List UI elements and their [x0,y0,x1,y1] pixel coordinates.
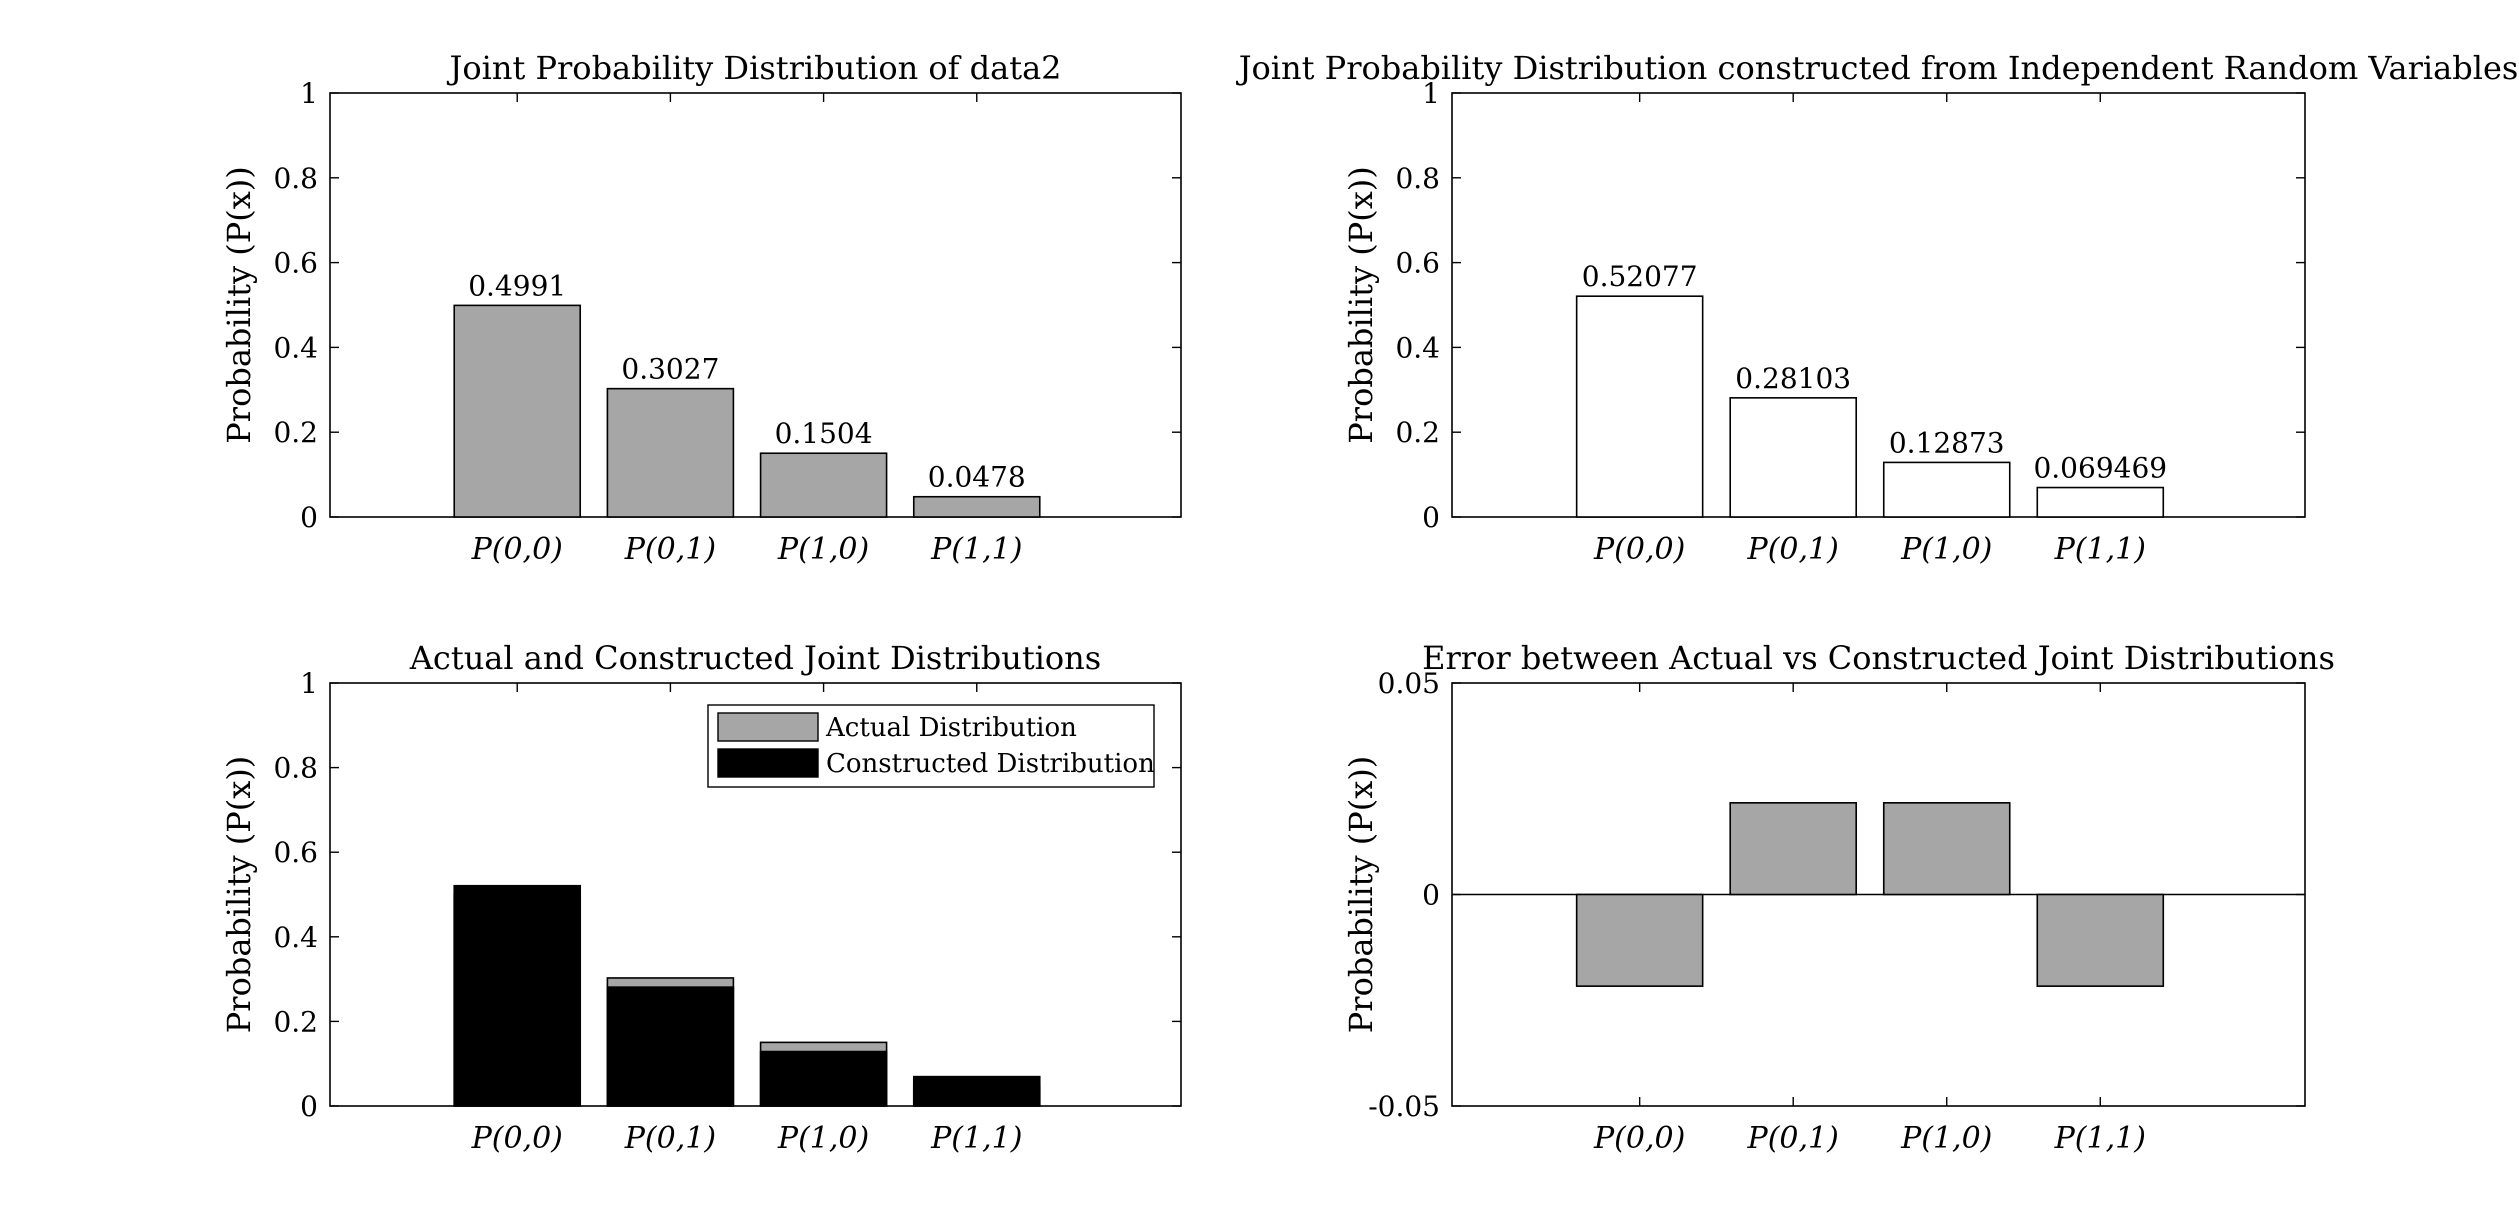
bar [1729,802,1857,896]
bar [2036,893,2165,987]
chart-title: Error between Actual vs Constructed Join… [1422,639,2335,677]
x-tick-label: P(0,0) [471,532,563,567]
legend-label: Actual Distribution [825,713,1077,743]
bar-constructed-distribution [759,1050,888,1107]
data-label: 0.12873 [1889,426,2005,459]
bar-constructed-distribution [606,986,735,1107]
data-label: 0.4991 [468,269,566,302]
data-label: 0.3027 [621,353,719,386]
y-tick-label: 0.8 [1395,162,1440,195]
y-tick-label: 1 [300,77,318,110]
y-tick-label: 1 [1422,77,1440,110]
bar [912,495,1041,518]
x-tick-label: P(1,0) [777,532,869,567]
x-tick-label: P(1,1) [2054,1121,2146,1156]
y-tick-label: 0.6 [273,247,318,280]
y-tick-label: 0.8 [273,752,318,785]
legend-swatch [717,748,819,778]
x-tick-label: P(1,1) [930,532,1022,567]
chart-title: Actual and Constructed Joint Distributio… [409,639,1101,677]
bar-constructed-distribution [453,884,582,1107]
y-tick-label: 0.05 [1378,667,1440,700]
x-tick-label: P(1,0) [777,1121,869,1156]
y-tick-label: 0.2 [273,1005,318,1038]
x-tick-label: P(0,1) [624,1121,716,1156]
data-label: 0.52077 [1582,260,1698,293]
chart-actual-vs-constructed: Actual and Constructed Joint Distributio… [220,639,1182,1156]
y-tick-label: 0.4 [273,921,318,954]
x-tick-label: P(1,1) [2054,532,2146,567]
bar [453,304,582,518]
y-tick-label: 0.6 [273,836,318,869]
y-tick-label: 0.8 [273,162,318,195]
data-label: 0.1504 [775,417,873,450]
y-tick-label: 0.6 [1395,247,1440,280]
bar [606,387,735,518]
data-label: 0.069469 [2033,452,2167,485]
chart-joint-distribution-independent: Joint Probability Distribution construct… [1236,49,2519,567]
y-tick-label: 1 [300,667,318,700]
data-label: 0.0478 [928,461,1026,494]
x-tick-label: P(0,1) [1747,1121,1839,1156]
x-tick-label: P(1,0) [1900,532,1992,567]
data-label: 0.28103 [1735,362,1851,395]
x-tick-label: P(0,1) [1747,532,1839,567]
chart-title: Joint Probability Distribution construct… [1236,49,2519,87]
legend: Actual Distribution Constructed Distribut… [707,704,1155,788]
x-tick-label: P(1,1) [930,1121,1022,1156]
bar [1575,295,1704,518]
bar [1729,397,1857,518]
chart-error-actual-vs-constructed: Error between Actual vs Constructed Join… [1342,639,2335,1156]
y-tick-label: 0 [300,1090,318,1123]
y-axis-label: Probability (P(x)) [1342,756,1380,1033]
x-tick-label: P(0,0) [471,1121,563,1156]
legend-label: Constructed Distribution [826,749,1155,779]
y-tick-label: 0.2 [273,416,318,449]
chart-title: Joint Probability Distribution of data2 [447,49,1062,87]
bar [1882,802,2011,896]
y-tick-label: 0 [300,501,318,534]
x-tick-label: P(0,0) [1593,1121,1685,1156]
y-axis-label: Probability (P(x)) [220,756,258,1033]
bar [2036,486,2165,518]
y-tick-label: 0.2 [1395,416,1440,449]
y-tick-label: 0 [1422,879,1440,912]
y-tick-label: 0.4 [273,331,318,364]
y-tick-label: -0.05 [1368,1090,1440,1123]
y-tick-label: 0 [1422,501,1440,534]
y-axis-label: Probability (P(x)) [220,166,258,443]
y-tick-label: 0.4 [1395,331,1440,364]
bar [759,452,888,518]
x-tick-label: P(0,0) [1593,532,1685,567]
bar [1882,461,2011,518]
bar [1575,893,1704,987]
x-tick-label: P(1,0) [1900,1121,1992,1156]
bar-constructed-distribution [912,1075,1041,1107]
x-tick-label: P(0,1) [624,532,716,567]
chart-joint-distribution-data2: Joint Probability Distribution of data2 P… [220,49,1182,567]
legend-swatch [717,712,819,742]
y-axis-label: Probability (P(x)) [1342,166,1380,443]
